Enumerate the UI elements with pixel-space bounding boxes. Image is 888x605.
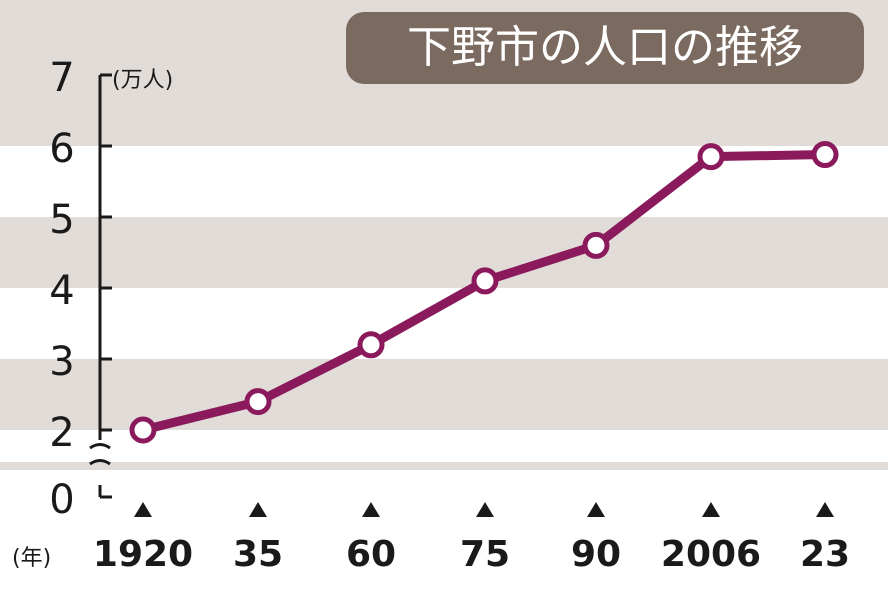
y-tick-label: 2 (49, 410, 74, 456)
triangle-up-icon (362, 502, 380, 517)
x-tick-label: 1920 (93, 534, 193, 575)
triangle-up-icon (587, 502, 605, 517)
chart-title: 下野市の人口の推移 (407, 22, 803, 73)
data-point (244, 388, 272, 416)
x-tick-label: 90 (571, 534, 621, 575)
title-box: 下野市の人口の推移 (346, 12, 864, 84)
x-unit-label: (年) (12, 546, 51, 571)
x-tick-label: 60 (346, 534, 396, 575)
title-background (346, 12, 864, 84)
x-tick-label: 2006 (661, 534, 761, 575)
data-point (811, 141, 839, 169)
triangle-up-icon (476, 502, 494, 517)
triangle-up-icon (249, 502, 267, 517)
y-axis: (万人) (89, 68, 173, 499)
axis-break-upper (89, 443, 111, 450)
axis-break-lower (89, 459, 111, 466)
y-tick-label: 7 (49, 55, 74, 101)
band-light-bottom (0, 470, 888, 600)
y-tick-label: 3 (49, 339, 74, 385)
x-markers (134, 502, 834, 517)
y-tick-label: 6 (49, 126, 74, 172)
data-point (357, 331, 385, 359)
x-tick-labels: 1920 35 60 75 90 2006 23 (93, 534, 850, 575)
y-unit-label: (万人) (112, 68, 173, 93)
y-tick-label: 5 (49, 197, 74, 243)
y-tick-labels: 0 2 3 4 5 6 7 (49, 55, 74, 523)
triangle-up-icon (816, 502, 834, 517)
y-tick-label: 0 (49, 477, 74, 523)
y-tick-label: 4 (49, 268, 74, 314)
data-point (697, 143, 725, 171)
x-tick-label: 75 (460, 534, 510, 575)
triangle-up-icon (134, 502, 152, 517)
series (129, 141, 839, 444)
triangle-up-icon (702, 502, 720, 517)
y-tick-marks (100, 73, 112, 432)
data-point (471, 267, 499, 295)
x-tick-label: 23 (800, 534, 850, 575)
data-point (582, 231, 610, 259)
data-point (129, 416, 157, 444)
band-light-1 (0, 288, 888, 359)
x-tick-label: 35 (233, 534, 283, 575)
